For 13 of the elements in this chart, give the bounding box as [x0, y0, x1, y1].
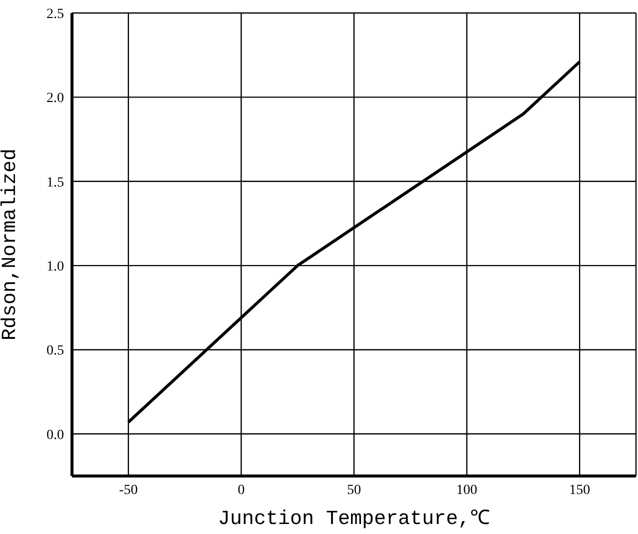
x-axis-title: Junction Temperature,℃: [218, 508, 490, 531]
y-tick-label: 0.5: [46, 344, 64, 359]
y-tick-label: 2.0: [46, 91, 64, 106]
y-tick-label: 2.5: [46, 6, 64, 22]
x-tick-label: 100: [456, 482, 478, 498]
y-tick-label: 0.0: [46, 428, 64, 443]
x-tick-label: 0: [238, 482, 245, 498]
y-axis-title: Rdson,Normalized: [0, 148, 22, 341]
x-tick-label: 50: [347, 482, 361, 498]
x-tick-label: 150: [569, 482, 590, 498]
y-tick-label: 1.5: [46, 175, 64, 190]
x-tick-label: -50: [119, 482, 138, 498]
y-tick-label: 1.0: [46, 260, 64, 275]
